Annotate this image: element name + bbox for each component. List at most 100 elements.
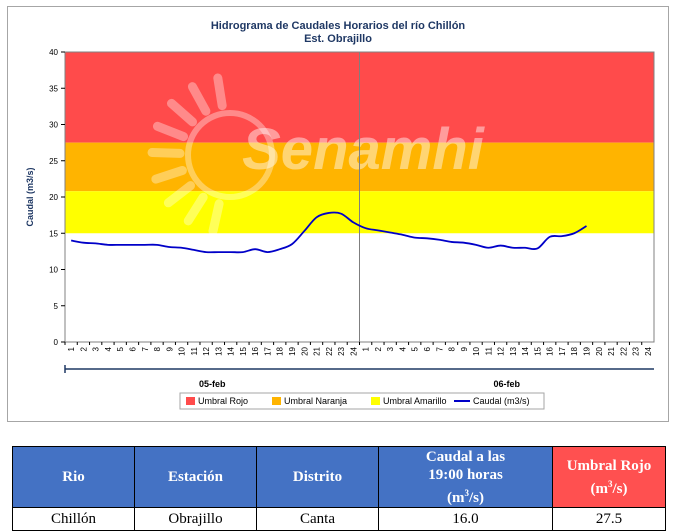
header-umbral-unit-close: /s): [612, 480, 628, 497]
y-tick-label: 10: [49, 266, 58, 275]
cell-rio: Chillón: [12, 507, 135, 531]
x-tick-label: 7: [435, 346, 444, 351]
x-tick-label: 10: [178, 346, 187, 355]
watermark-ray-1: [187, 82, 211, 116]
x-tick-label: 21: [607, 346, 616, 355]
x-tick-label: 8: [448, 346, 457, 351]
header-caudal-line2: 19:00 horas: [428, 466, 503, 483]
watermark-ray-0: [213, 73, 227, 111]
header-rio: Rio: [12, 446, 135, 508]
watermark-ray-6: [163, 181, 195, 208]
header-distrito: Distrito: [256, 446, 379, 508]
x-tick-label: 11: [190, 346, 199, 355]
watermark-ray-8: [208, 199, 224, 236]
x-tick-label: 1: [362, 346, 371, 351]
cell-estacion: Obrajillo: [134, 507, 257, 531]
y-tick-label: 0: [54, 338, 59, 347]
cell-distrito: Canta: [256, 507, 379, 531]
x-tick-label: 19: [288, 346, 297, 355]
x-tick-label: 13: [509, 346, 518, 355]
x-tick-label: 4: [398, 346, 407, 351]
station-info-table: Rio Estación Distrito Caudal a las 19:00…: [12, 446, 666, 531]
x-tick-label: 9: [165, 346, 174, 351]
chart-canvas: Hidrograma de Caudales Horarios del río …: [25, 20, 655, 410]
day-label-0: 05-feb: [199, 379, 226, 389]
header-caudal-unit-close: /s): [469, 489, 484, 506]
x-tick-label: 6: [423, 346, 432, 351]
x-tick-label: 15: [533, 346, 542, 355]
header-caudal: Caudal a las 19:00 horas (m3/s): [378, 446, 553, 508]
y-tick-label: 40: [49, 48, 58, 57]
cell-caudal: 16.0: [378, 507, 553, 531]
legend-swatch-1: [272, 397, 281, 405]
x-tick-label: 2: [374, 346, 383, 351]
x-tick-label: 12: [202, 346, 211, 355]
header-estacion: Estación: [134, 446, 257, 508]
x-tick-label: 20: [300, 346, 309, 355]
y-tick-label: 25: [49, 157, 58, 166]
x-tick-label: 14: [521, 346, 530, 355]
header-caudal-unit: (m: [447, 489, 465, 506]
chart-subtitle: Est. Obrajillo: [304, 33, 372, 45]
x-tick-label: 16: [546, 346, 555, 355]
x-tick-label: 9: [460, 346, 469, 351]
header-umbral-line1: Umbral Rojo: [566, 457, 652, 474]
x-tick-label: 24: [349, 346, 358, 355]
y-axis-label: Caudal (m3/s): [25, 167, 35, 226]
x-tick-label: 4: [104, 346, 113, 351]
x-tick-label: 3: [92, 346, 101, 351]
watermark-sun-ring: [185, 110, 275, 200]
legend-label-2: Umbral Amarillo: [383, 396, 447, 406]
x-tick-label: 2: [79, 346, 88, 351]
x-tick-label: 23: [632, 346, 641, 355]
x-tick-label: 16: [251, 346, 260, 355]
legend-box: [179, 392, 545, 410]
watermark-sun-icon: [147, 73, 275, 236]
watermark-text: Senamhi: [242, 117, 486, 182]
x-tick-label: 5: [116, 346, 125, 351]
x-tick-label: 15: [239, 346, 248, 355]
x-tick-label: 18: [570, 346, 579, 355]
x-tick-label: 13: [214, 346, 223, 355]
y-tick-label: 20: [49, 193, 58, 202]
day-label-1: 06-feb: [493, 379, 520, 389]
x-tick-label: 7: [141, 346, 150, 351]
legend-label-3: Caudal (m3/s): [473, 396, 530, 406]
series-layer: [70, 211, 587, 254]
x-tick-label: 19: [583, 346, 592, 355]
chart-legend: Umbral Rojo Umbral Naranja Umbral Amarillo…: [179, 392, 545, 410]
x-tick-label: 10: [472, 346, 481, 355]
x-tick-label: 22: [325, 346, 334, 355]
x-tick-label: 8: [153, 346, 162, 351]
chart-title: Hidrograma de Caudales Horarios del río …: [211, 20, 466, 32]
senamhi-watermark: Senamhi: [147, 73, 486, 236]
x-tick-label: 17: [558, 346, 567, 355]
header-caudal-sup: 3: [464, 487, 470, 498]
legend-swatch-2: [371, 397, 380, 405]
y-tick-label: 35: [49, 84, 58, 93]
header-caudal-line1: Caudal a las: [425, 448, 506, 465]
x-tick-label: 5: [411, 346, 420, 351]
x-tick-label: 24: [644, 346, 653, 355]
x-tick-label: 21: [313, 346, 322, 355]
x-tick-label: 3: [386, 346, 395, 351]
table-row: Chillón Obrajillo Canta 16.0 27.5: [12, 507, 666, 531]
series-line-caudal: [70, 211, 587, 254]
x-tick-label: 23: [337, 346, 346, 355]
cell-umbral-rojo: 27.5: [552, 507, 666, 531]
y-tick-label: 30: [49, 121, 58, 130]
x-tick-label: 18: [276, 346, 285, 355]
x-tick-label: 6: [128, 346, 137, 351]
watermark-ray-7: [183, 192, 208, 226]
watermark-ray-2: [166, 98, 197, 127]
watermark-ray-3: [152, 121, 189, 142]
y-tick-label: 5: [54, 302, 59, 311]
header-umbral-unit: (m: [590, 480, 609, 497]
header-umbral-rojo: Umbral Rojo (m3/s): [552, 446, 666, 508]
x-tick-label: 11: [484, 346, 493, 355]
legend-label-0: Umbral Rojo: [198, 396, 248, 406]
x-tick-label: 22: [619, 346, 628, 355]
x-tick-label: 17: [263, 346, 272, 355]
y-tick-label: 15: [49, 229, 58, 238]
